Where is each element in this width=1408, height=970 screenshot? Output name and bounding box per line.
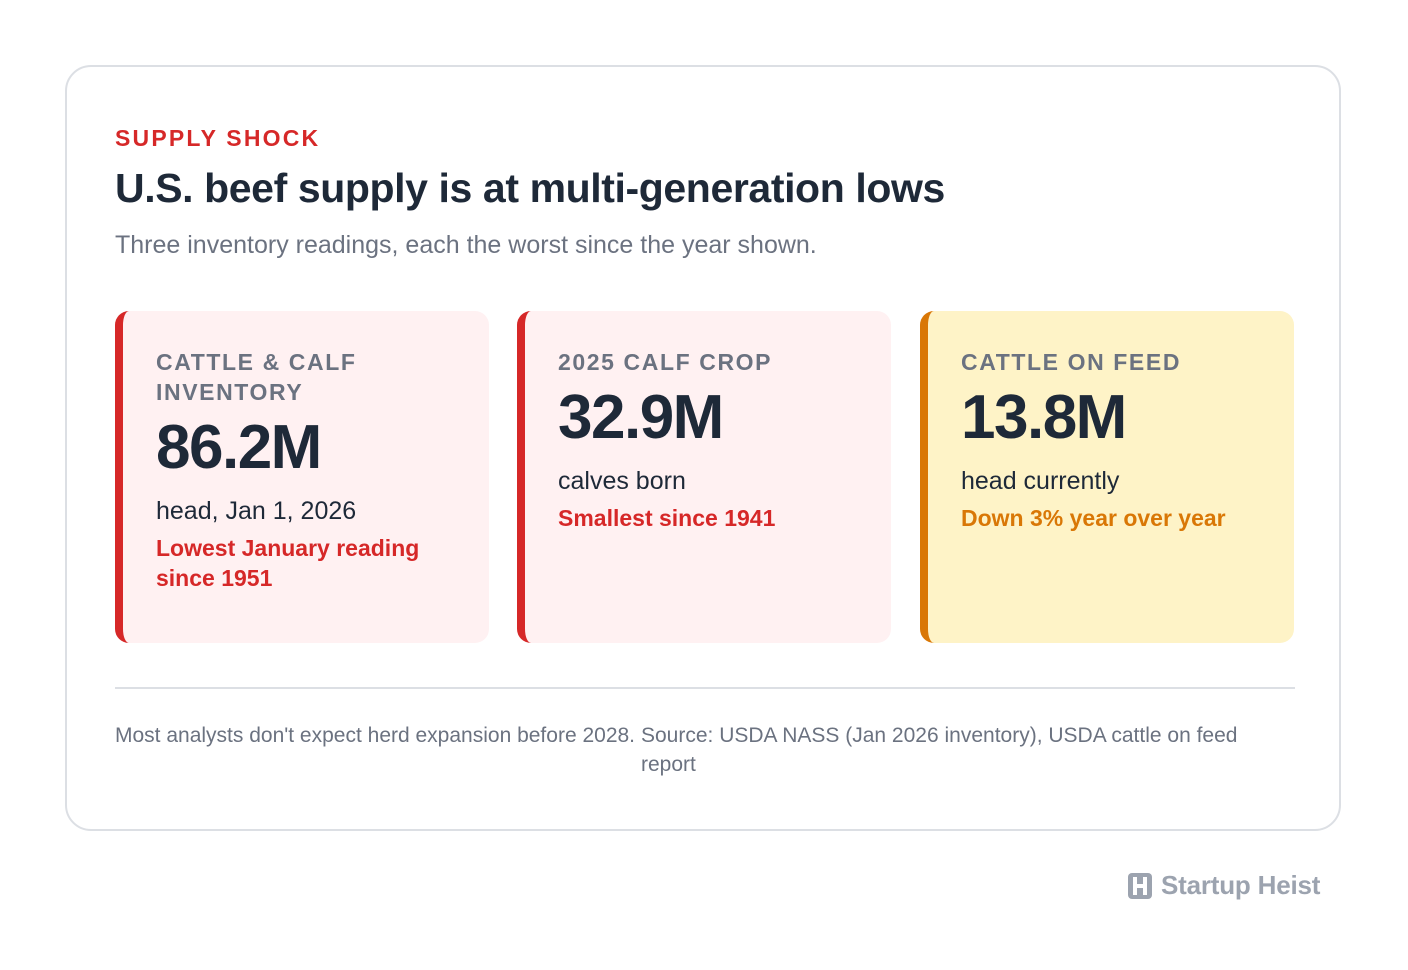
stat-unit: calves born (558, 467, 686, 495)
stat-card-calf-crop: 2025 CALF CROP 32.9M calves born Smalles… (517, 311, 891, 643)
stat-note: Down 3% year over year (961, 505, 1226, 531)
stat-note: Smallest since 1941 (558, 505, 776, 531)
card-subtitle: Three inventory readings, each the worst… (115, 231, 817, 259)
footer-note: Most analysts don't expect herd expansio… (115, 724, 636, 747)
footer-source: Source: USDA NASS (Jan 2026 inventory), … (641, 724, 1238, 776)
stat-value: 86.2M (156, 413, 322, 482)
stat-label: CATTLE ON FEED (961, 349, 1182, 375)
brand-name: Startup Heist (1161, 870, 1321, 900)
stat-unit: head, Jan 1, 2026 (156, 497, 357, 525)
eyebrow-label: SUPPLY SHOCK (115, 125, 321, 151)
card-title: U.S. beef supply is at multi-generation … (115, 165, 945, 211)
stat-card-cattle-calf-inventory: CATTLE & CALF INVENTORY 86.2M head, Jan … (115, 311, 489, 643)
stat-value: 32.9M (558, 383, 724, 452)
infographic-card: SUPPLY SHOCK U.S. beef supply is at mult… (65, 65, 1341, 831)
stat-value: 13.8M (961, 383, 1127, 452)
stat-note: Lowest January reading since 1951 (156, 535, 420, 591)
stat-label: 2025 CALF CROP (558, 349, 773, 375)
stat-unit: head currently (961, 467, 1120, 495)
stat-card-cattle-on-feed: CATTLE ON FEED 13.8M head currently Down… (920, 311, 1294, 643)
h-logo-icon (1128, 872, 1152, 899)
stat-label: CATTLE & CALF INVENTORY (156, 349, 357, 405)
footer-divider (115, 687, 1295, 689)
brand-logo: Startup Heist (1128, 870, 1320, 901)
